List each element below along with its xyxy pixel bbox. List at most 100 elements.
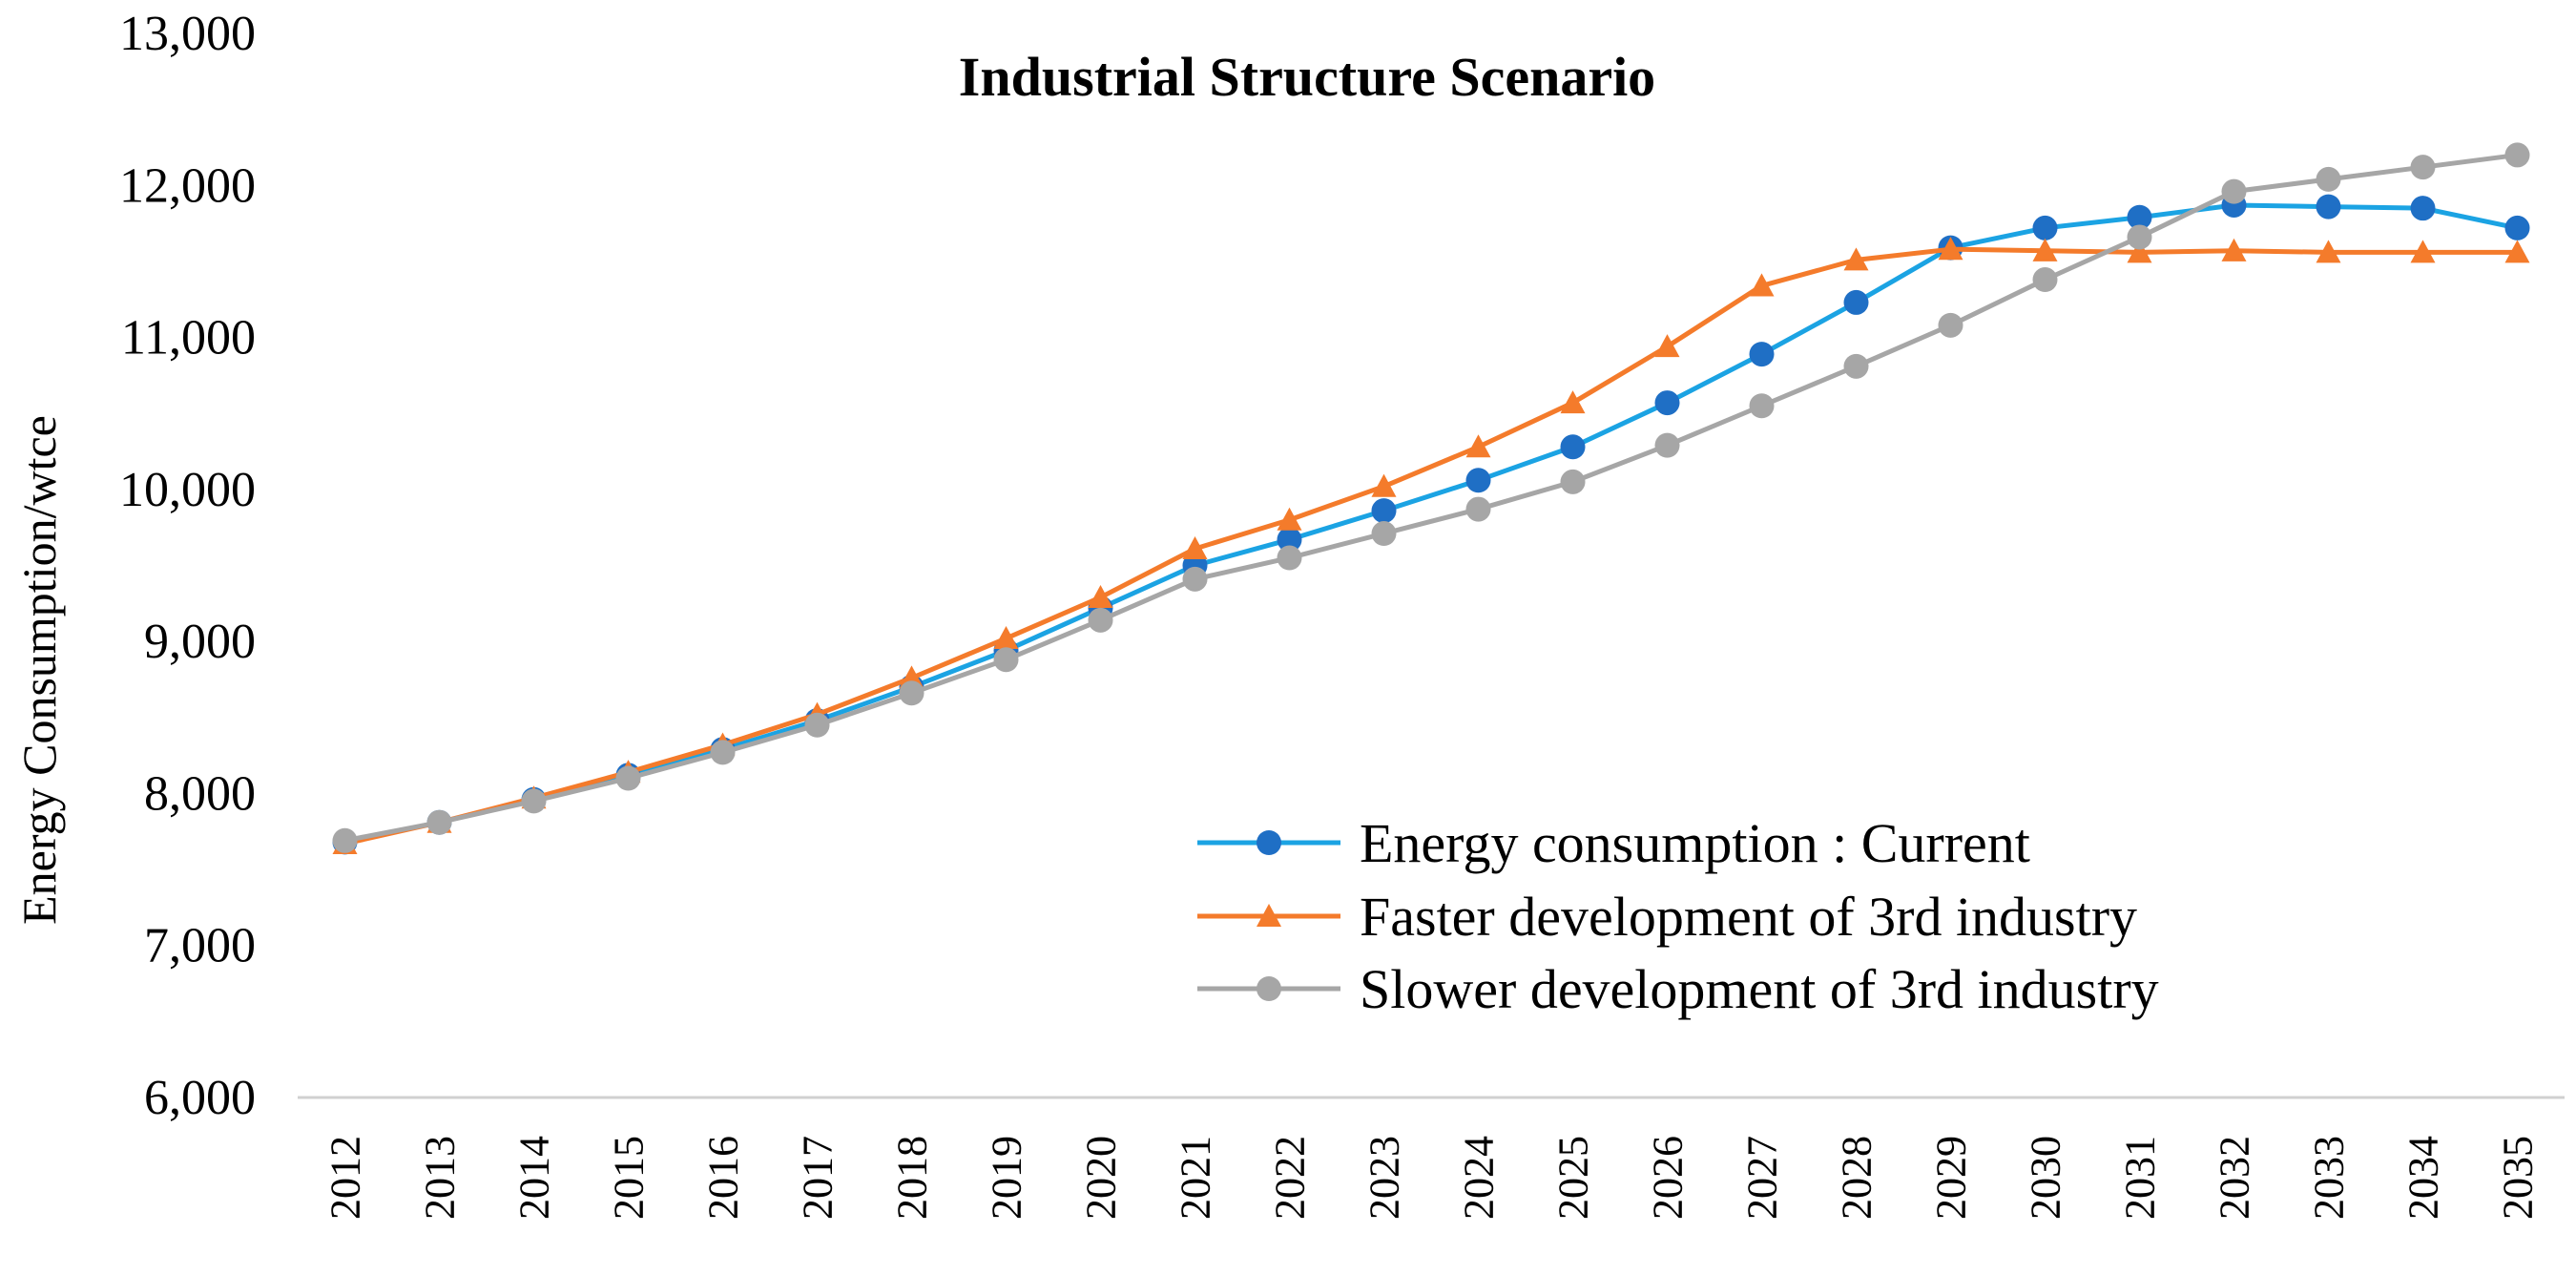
legend-item-2: Faster development of 3rd industry: [1197, 886, 2137, 948]
data-point: [1277, 507, 1302, 531]
x-tick-label: 2030: [2023, 1136, 2069, 1220]
x-tick-label: 2034: [2400, 1136, 2447, 1220]
data-point: [2410, 155, 2436, 180]
data-point: [1749, 393, 1775, 419]
data-point: [1182, 535, 1208, 560]
data-point: [2316, 194, 2341, 219]
data-point: [1465, 434, 1491, 458]
data-point: [2127, 240, 2152, 263]
data-point: [2221, 178, 2247, 204]
data-point: [899, 680, 924, 706]
data-point: [1654, 390, 1680, 416]
data-point: [1843, 247, 1869, 271]
x-tick-label: 2032: [2212, 1136, 2258, 1220]
data-point: [1182, 566, 1208, 592]
x-tick-label: 2025: [1550, 1136, 1597, 1220]
data-point: [1465, 496, 1491, 522]
data-point: [1277, 545, 1302, 571]
data-point: [521, 788, 547, 814]
x-tick-label: 2028: [1834, 1136, 1880, 1220]
x-tick-label: 2027: [1739, 1136, 1786, 1220]
y-axis-label: Energy Consumption/wtce: [12, 415, 66, 925]
x-tick-label: 2014: [511, 1136, 558, 1220]
series-line: [344, 152, 2518, 844]
legend-label: Faster development of 3rd industry: [1360, 886, 2137, 948]
data-point: [1843, 289, 1869, 315]
x-tick-label: 2019: [984, 1136, 1030, 1220]
data-point: [2221, 238, 2247, 261]
data-point: [1560, 390, 1586, 414]
x-tick-label: 2018: [889, 1136, 936, 1220]
x-tick-label: 2017: [795, 1136, 841, 1220]
data-point: [2127, 224, 2152, 250]
data-point: [1088, 584, 1113, 608]
data-point: [1371, 473, 1397, 497]
legend: Energy consumption : Current Faster devel…: [1197, 812, 2159, 1020]
data-point: [1654, 432, 1680, 458]
data-point: [1088, 607, 1113, 633]
y-tick-label: 11,000: [121, 311, 256, 366]
y-tick-label: 12,000: [119, 158, 256, 213]
legend-item-3: Slower development of 3rd industry: [1197, 958, 2159, 1020]
data-point: [2504, 215, 2530, 240]
y-tick-label: 10,000: [119, 463, 256, 517]
data-point: [2032, 215, 2058, 240]
data-point: [332, 827, 358, 853]
x-tick-label: 2035: [2495, 1136, 2542, 1220]
data-point: [993, 625, 1019, 650]
y-axis-ticks: 6,000 7,000 8,000 9,000 10,000 11,000 12,000 13…: [119, 7, 256, 1125]
data-point: [2504, 240, 2530, 263]
data-point: [1371, 498, 1397, 524]
data-point: [1749, 342, 1775, 367]
data-point: [1843, 353, 1869, 379]
x-tick-label: 2021: [1173, 1136, 1219, 1220]
series-line: [343, 202, 2519, 845]
x-axis-ticks: 2012 2013 2014 2015 2016 2017 2018 2019 2020 2021…: [322, 1136, 2542, 1220]
legend-marker: [1257, 976, 1281, 1001]
data-point: [2504, 142, 2530, 168]
data-point: [1371, 521, 1397, 547]
x-tick-label: 2023: [1361, 1136, 1408, 1220]
x-tick-label: 2015: [606, 1136, 653, 1220]
legend-label: Energy consumption : Current: [1360, 812, 2030, 874]
y-tick-label: 8,000: [144, 766, 256, 821]
x-tick-label: 2026: [1645, 1136, 1692, 1220]
legend-item-1: Energy consumption : Current: [1197, 812, 2030, 874]
x-tick-label: 2022: [1267, 1136, 1314, 1220]
x-tick-label: 2012: [322, 1136, 369, 1220]
data-point: [1277, 527, 1302, 553]
data-point: [1938, 237, 1963, 261]
legend-marker: [1257, 904, 1281, 928]
data-point: [1560, 469, 1586, 494]
x-tick-label: 2029: [1928, 1136, 1975, 1220]
y-tick-label: 13,000: [119, 7, 256, 61]
series-2: [332, 237, 2530, 855]
x-tick-label: 2013: [417, 1136, 464, 1220]
data-point: [1749, 273, 1775, 297]
data-point: [804, 712, 830, 738]
series-3: [332, 142, 2530, 853]
data-point: [2410, 240, 2436, 263]
legend-label: Slower development of 3rd industry: [1360, 958, 2159, 1020]
data-point: [2410, 196, 2436, 221]
data-point: [2316, 240, 2341, 263]
data-point: [426, 809, 452, 835]
data-point: [1560, 434, 1586, 460]
x-tick-label: 2031: [2117, 1136, 2164, 1220]
series-line: [343, 246, 2518, 847]
chart-title: Industrial Structure Scenario: [959, 46, 1655, 108]
legend-marker: [1257, 830, 1281, 855]
data-point: [710, 740, 736, 765]
y-tick-label: 6,000: [144, 1071, 256, 1125]
data-point: [1938, 312, 1963, 338]
x-tick-label: 2033: [2306, 1136, 2353, 1220]
series-layer: [332, 142, 2530, 855]
y-tick-label: 7,000: [144, 919, 256, 973]
y-tick-label: 9,000: [144, 615, 256, 669]
data-point: [615, 765, 641, 791]
data-point: [2316, 166, 2341, 192]
data-point: [993, 647, 1019, 673]
data-point: [1654, 334, 1680, 358]
data-point: [2032, 238, 2058, 261]
